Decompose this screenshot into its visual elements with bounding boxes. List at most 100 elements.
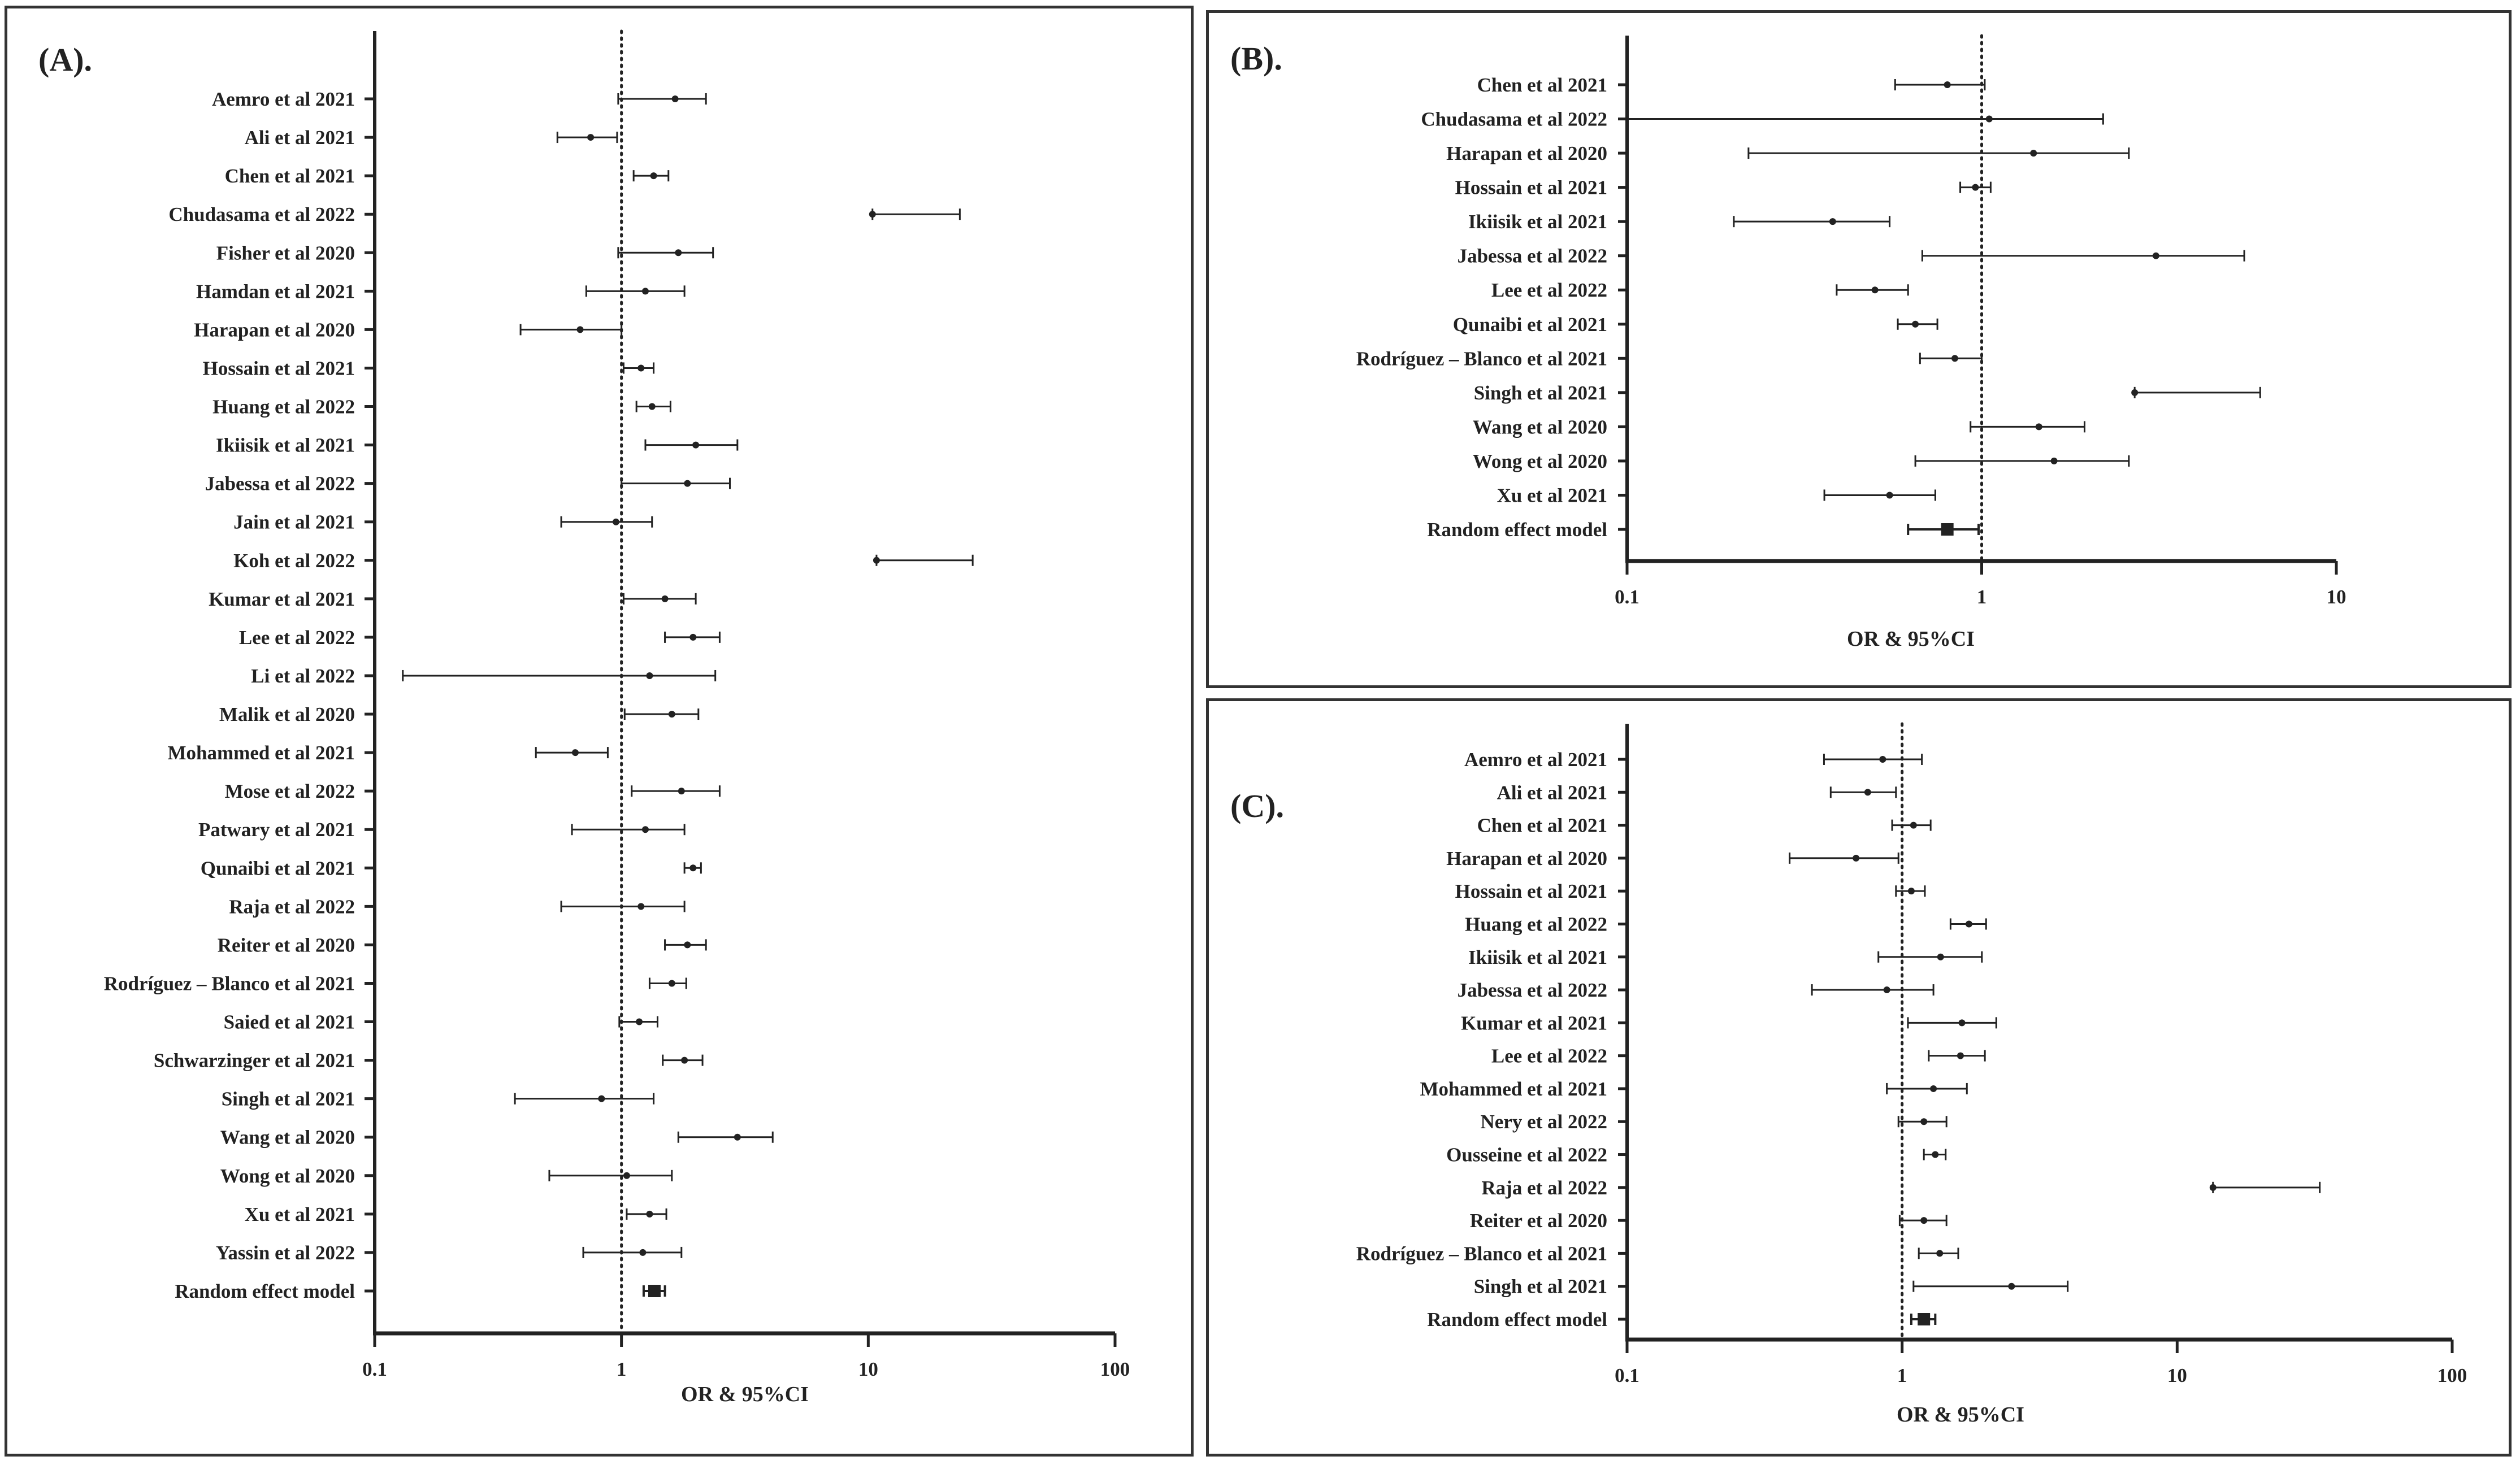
study-label: Chen et al 2021	[1477, 74, 1607, 96]
study-label: Jabessa et al 2022	[205, 473, 355, 495]
study-row-hossain-et-al-2021: Hossain et al 2021	[203, 357, 655, 379]
study-row-huang-et-al-2022: Huang et al 2022	[1465, 913, 1987, 935]
study-label: Huang et al 2022	[212, 396, 355, 418]
study-label: Saied et al 2021	[224, 1011, 355, 1033]
study-label: Nery et al 2022	[1480, 1111, 1607, 1133]
point-estimate	[1957, 1052, 1964, 1059]
study-label: Hamdan et al 2021	[196, 280, 355, 302]
point-estimate	[1944, 81, 1951, 88]
point-estimate	[671, 95, 679, 102]
study-row-ali-et-al-2021: Ali et al 2021	[245, 127, 618, 149]
study-row-schwarzinger-et-al-2021: Schwarzinger et al 2021	[154, 1050, 704, 1072]
x-axis-title: OR & 95%CI	[1847, 627, 1975, 651]
panel-label: (A).	[38, 41, 92, 78]
point-estimate	[1932, 1151, 1939, 1158]
point-estimate	[1853, 854, 1860, 862]
study-row-mose-et-al-2022: Mose et al 2022	[225, 780, 721, 802]
study-label: Kumar et al 2021	[209, 588, 355, 610]
study-row-ikiisik-et-al-2021: Ikiisik et al 2021	[216, 434, 739, 457]
study-row-wang-et-al-2020: Wang et al 2020	[1473, 416, 2085, 438]
study-label: Raja et al 2022	[1481, 1177, 1607, 1199]
study-row-chen-et-al-2021: Chen et al 2021	[1477, 74, 1986, 96]
study-label: Jabessa et al 2022	[1458, 979, 1607, 1001]
study-label: Mose et al 2022	[225, 780, 355, 802]
point-estimate	[641, 826, 649, 833]
study-label: Yassin et al 2022	[216, 1242, 355, 1264]
study-row-harapan-et-al-2020: Harapan et al 2020	[1446, 847, 1899, 870]
study-row-chen-et-al-2021: Chen et al 2021	[1477, 815, 1932, 837]
study-row-qunaibi-et-al-2021: Qunaibi et al 2021	[201, 857, 702, 879]
x-tick-label: 10	[2167, 1364, 2187, 1386]
point-estimate	[2152, 252, 2159, 259]
point-estimate	[1907, 888, 1915, 895]
study-row-hossain-et-al-2021: Hossain et al 2021	[1455, 880, 1926, 902]
point-estimate	[641, 288, 649, 295]
point-estimate	[1958, 1019, 1966, 1027]
study-row-mohammed-et-al-2021: Mohammed et al 2021	[1420, 1078, 1968, 1100]
study-label: Ousseine et al 2022	[1446, 1144, 1607, 1166]
study-row-xu-et-al-2021: Xu et al 2021	[245, 1203, 667, 1225]
pooled-estimate-row: Random effect model	[175, 1280, 666, 1302]
panel-label: (B).	[1230, 40, 1282, 77]
x-tick-label: 0.1	[1615, 586, 1639, 608]
study-label: Jabessa et al 2022	[1458, 245, 1607, 267]
study-row-wong-et-al-2020: Wong et al 2020	[220, 1165, 673, 1187]
study-label: Malik et al 2020	[219, 703, 355, 725]
study-row-qunaibi-et-al-2021: Qunaibi et al 2021	[1453, 314, 1938, 336]
x-axis-title: OR & 95%CI	[681, 1383, 809, 1406]
study-label: Chudasama et al 2022	[168, 203, 355, 225]
study-label: Hossain et al 2021	[203, 357, 355, 379]
point-estimate	[689, 633, 697, 641]
study-row-harapan-et-al-2020: Harapan et al 2020	[1446, 142, 2130, 164]
study-row-nery-et-al-2022: Nery et al 2022	[1480, 1111, 1948, 1133]
study-row-hossain-et-al-2021: Hossain et al 2021	[1455, 177, 1992, 199]
panel-label: (C).	[1230, 788, 1284, 824]
study-label: Random effect model	[1427, 1308, 1607, 1331]
study-label: Ali et al 2021	[245, 127, 355, 149]
point-estimate	[1871, 286, 1879, 294]
point-estimate	[1930, 1085, 1937, 1092]
point-estimate	[668, 980, 675, 987]
study-row-kumar-et-al-2021: Kumar et al 2021	[1461, 1012, 1997, 1034]
study-row-chudasama-et-al-2022: Chudasama et al 2022	[168, 203, 961, 225]
study-label: Hossain et al 2021	[1455, 177, 1607, 199]
forest-panel-c: (C). 0.1 1 10 100 OR & 95%CI Aemro et al 2021 A…	[1206, 698, 2512, 1457]
point-estimate	[1864, 789, 1871, 796]
point-estimate	[587, 134, 595, 141]
study-row-rodr-guez-blanco-et-al-2021: Rodríguez – Blanco et al 2021	[1356, 1242, 1959, 1264]
study-row-reiter-et-al-2020: Reiter et al 2020	[1470, 1210, 1948, 1232]
study-row-kumar-et-al-2021: Kumar et al 2021	[209, 588, 697, 610]
point-estimate	[636, 1018, 643, 1025]
study-label: Fisher et al 2020	[216, 242, 355, 264]
study-row-chen-et-al-2021: Chen et al 2021	[225, 165, 670, 187]
point-estimate	[623, 1172, 630, 1179]
study-row-singh-et-al-2021: Singh et al 2021	[1474, 382, 2261, 404]
point-estimate	[668, 711, 675, 718]
study-label: Patwary et al 2021	[198, 819, 355, 841]
study-label: Lee et al 2022	[239, 627, 355, 649]
study-label: Chen et al 2021	[225, 165, 355, 187]
pooled-estimate-square	[1941, 523, 1954, 536]
point-estimate	[1937, 953, 1944, 960]
study-label: Harapan et al 2020	[194, 319, 355, 341]
study-row-harapan-et-al-2020: Harapan et al 2020	[194, 319, 623, 341]
point-estimate	[1920, 1118, 1928, 1125]
forest-plot-a-svg: (A). 0.1 1 10 100 OR & 95%CI Aemro et al 2021 A…	[38, 29, 1130, 1406]
point-estimate	[2035, 423, 2042, 431]
study-label: Reiter et al 2020	[218, 934, 355, 956]
point-estimate	[661, 595, 669, 602]
study-row-reiter-et-al-2020: Reiter et al 2020	[218, 934, 707, 956]
study-row-raja-et-al-2022: Raja et al 2022	[1481, 1177, 2321, 1199]
pooled-estimate-square	[1918, 1313, 1931, 1325]
point-estimate	[1910, 821, 1917, 829]
study-row-li-et-al-2022: Li et al 2022	[251, 665, 717, 687]
study-row-yassin-et-al-2022: Yassin et al 2022	[216, 1242, 683, 1264]
point-estimate	[1883, 986, 1890, 994]
study-row-jabessa-et-al-2022: Jabessa et al 2022	[1458, 245, 2245, 267]
point-estimate	[598, 1095, 605, 1102]
pooled-estimate-row: Random effect model	[1427, 519, 1980, 541]
study-label: Mohammed et al 2021	[1420, 1078, 1607, 1100]
study-row-ikiisik-et-al-2021: Ikiisik et al 2021	[1468, 211, 1891, 233]
study-label: Aemro et al 2021	[212, 88, 355, 110]
study-row-ikiisik-et-al-2021: Ikiisik et al 2021	[1468, 946, 1983, 968]
